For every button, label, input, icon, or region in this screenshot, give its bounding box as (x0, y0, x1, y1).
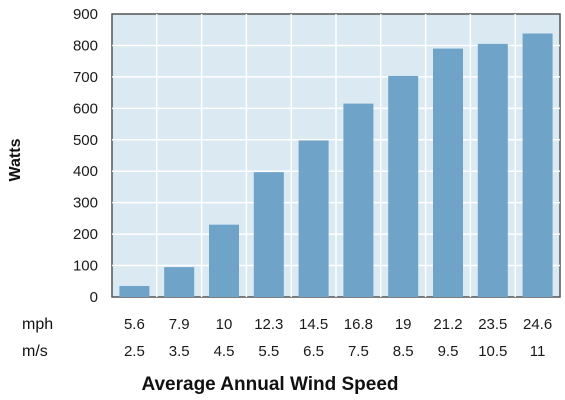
x-tick-label: 14.5 (299, 316, 328, 333)
bar (388, 75, 419, 297)
bar (253, 172, 284, 297)
x-tick-label: 11 (530, 343, 546, 360)
x-tick-label: 23.5 (478, 316, 507, 333)
bar (477, 43, 508, 297)
bar (298, 140, 329, 297)
y-axis-ticks: 0 100 200 300 400 500 600 700 800 900 (73, 6, 98, 306)
x-tick-label: 9.5 (438, 343, 459, 360)
bar (164, 267, 195, 297)
bars (119, 33, 553, 298)
x-tick-label: 6.5 (303, 343, 324, 360)
x-tick-label: 7.5 (348, 343, 369, 360)
y-tick-label: 500 (73, 132, 98, 149)
bar (343, 103, 374, 297)
x-tick-label: 24.6 (523, 316, 552, 333)
x-axis-label: Average Annual Wind Speed (141, 374, 398, 395)
x-row-unit-label: mph (22, 316, 53, 333)
x-tick-label: 10.5 (478, 343, 507, 360)
y-axis-label: Watts (7, 138, 24, 181)
x-tick-label: 7.9 (169, 316, 190, 333)
y-tick-label: 800 (73, 37, 98, 54)
x-tick-label: 19 (395, 316, 412, 333)
bar (522, 33, 553, 298)
x-axis-category-rows: mph 5.6 7.9 10 12.3 14.5 16.8 19 21.2 23.5 24.6 m/s… (22, 316, 552, 360)
x-tick-label: 5.5 (258, 343, 279, 360)
x-tick-label: 5.6 (124, 316, 145, 333)
y-tick-label: 700 (73, 69, 98, 86)
y-tick-label: 200 (73, 226, 98, 243)
x-tick-label: 16.8 (344, 316, 373, 333)
bar (433, 48, 463, 297)
x-tick-label: 2.5 (124, 343, 145, 360)
x-tick-label: 10 (216, 316, 233, 333)
y-tick-label: 900 (73, 6, 98, 23)
y-tick-label: 0 (90, 289, 98, 306)
y-tick-label: 600 (73, 100, 98, 117)
x-tick-label: 8.5 (393, 343, 414, 360)
y-tick-label: 100 (73, 258, 98, 275)
bar (209, 224, 239, 297)
bar (119, 285, 150, 297)
x-tick-label: 4.5 (214, 343, 235, 360)
y-tick-label: 400 (73, 163, 98, 180)
x-row-unit-label: m/s (22, 343, 48, 360)
x-tick-label: 3.5 (169, 343, 190, 360)
x-tick-label: 12.3 (254, 316, 283, 333)
x-tick-label: 21.2 (433, 316, 462, 333)
y-tick-label: 300 (73, 195, 98, 212)
